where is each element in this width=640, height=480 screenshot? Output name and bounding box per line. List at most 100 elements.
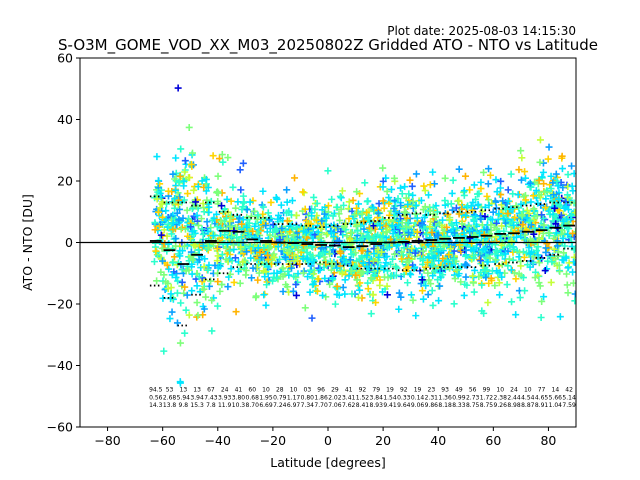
scatter-point (493, 267, 501, 275)
scatter-point (418, 221, 426, 229)
scatter-point (526, 250, 534, 258)
scatter-point (332, 224, 340, 232)
scatter-point (340, 201, 348, 209)
scatter-point (563, 191, 571, 199)
scatter-point (194, 221, 202, 229)
scatter-point (222, 213, 230, 221)
scatter-point (498, 273, 506, 281)
scatter-point (424, 291, 432, 299)
scatter-point (242, 244, 250, 252)
bin-stat-label: 8.33 (452, 402, 466, 409)
scatter-point (422, 230, 430, 238)
scatter-point (239, 192, 247, 200)
scatter-point (553, 177, 561, 185)
scatter-point (484, 299, 492, 307)
scatter-point (515, 270, 523, 278)
scatter-point (407, 291, 415, 299)
scatter-point (188, 287, 196, 295)
scatter-point (469, 198, 477, 206)
bin-stat-label: 4.65 (535, 394, 549, 401)
scatter-point (402, 222, 410, 230)
scatter-point (250, 207, 258, 215)
scatter-points (150, 84, 576, 387)
scatter-point (570, 246, 576, 254)
scatter-point (324, 167, 332, 175)
bin-stat-label: 15.3 (190, 402, 204, 409)
scatter-point (409, 191, 417, 199)
scatter-point (290, 272, 298, 280)
scatter-point (213, 223, 221, 231)
scatter-point (439, 271, 447, 279)
scatter-point (162, 207, 170, 215)
scatter-point (331, 300, 339, 308)
scatter-point (210, 214, 218, 222)
scatter-point (412, 170, 420, 178)
scatter-point (192, 198, 200, 206)
scatter-point (558, 165, 566, 173)
scatter-point (185, 311, 193, 319)
scatter-point (291, 174, 299, 182)
scatter-point (315, 275, 323, 283)
scatter-point (498, 201, 506, 209)
scatter-point (169, 170, 177, 178)
bin-stat-label: 41 (345, 387, 353, 394)
scatter-point (452, 219, 460, 227)
scatter-point (470, 254, 478, 262)
scatter-point (462, 252, 470, 260)
scatter-point (504, 262, 512, 270)
scatter-point (507, 266, 515, 274)
scatter-point (252, 234, 260, 242)
scatter-point (260, 291, 268, 299)
scatter-point (336, 216, 344, 224)
scatter-point (552, 170, 560, 178)
scatter-point (194, 246, 202, 254)
scatter-point (153, 248, 161, 256)
scatter-point (481, 213, 489, 221)
scatter-point (390, 204, 398, 212)
scatter-point (311, 205, 319, 213)
chart-title: S-O3M_GOME_VOD_XX_M03_20250802Z Gridded … (58, 36, 598, 55)
scatter-point (477, 215, 485, 223)
scatter-point (378, 248, 386, 256)
scatter-point (551, 212, 559, 220)
scatter-point (426, 181, 434, 189)
scatter-point (565, 206, 573, 214)
scatter-point (411, 249, 419, 257)
scatter-point (167, 290, 175, 298)
scatter-point (323, 231, 331, 239)
scatter-point (379, 197, 387, 205)
scatter-point (531, 224, 539, 232)
scatter-point (330, 233, 338, 241)
scatter-point (512, 311, 520, 319)
scatter-point (558, 152, 566, 160)
bin-stat-label: 3.84 (370, 394, 384, 401)
bin-stat-label: 92 (359, 387, 367, 394)
scatter-point (203, 218, 211, 226)
bin-stat-label: 7.62 (342, 402, 356, 409)
bin-stat-label: 7.43 (204, 394, 218, 401)
scatter-point (193, 282, 201, 290)
scatter-point (320, 253, 328, 261)
bin-stat-label: 9.8 (179, 402, 189, 409)
scatter-point (173, 289, 181, 297)
scatter-point (217, 217, 225, 225)
scatter-point (157, 268, 165, 276)
scatter-point (162, 215, 170, 223)
scatter-point (434, 276, 442, 284)
scatter-point (450, 300, 458, 308)
bin-stat-label: 79 (372, 387, 380, 394)
scatter-point (200, 285, 208, 293)
scatter-point (476, 256, 484, 264)
scatter-point (478, 281, 486, 289)
scatter-point (416, 255, 424, 263)
scatter-point (321, 274, 329, 282)
scatter-point (209, 152, 217, 160)
scatter-point (401, 183, 409, 191)
scatter-point (446, 216, 454, 224)
scatter-point (549, 179, 557, 187)
x-tick-label: 60 (485, 433, 501, 448)
scatter-point (424, 269, 432, 277)
scatter-point (548, 258, 556, 266)
scatter-point (487, 221, 495, 229)
scatter-point (435, 231, 443, 239)
